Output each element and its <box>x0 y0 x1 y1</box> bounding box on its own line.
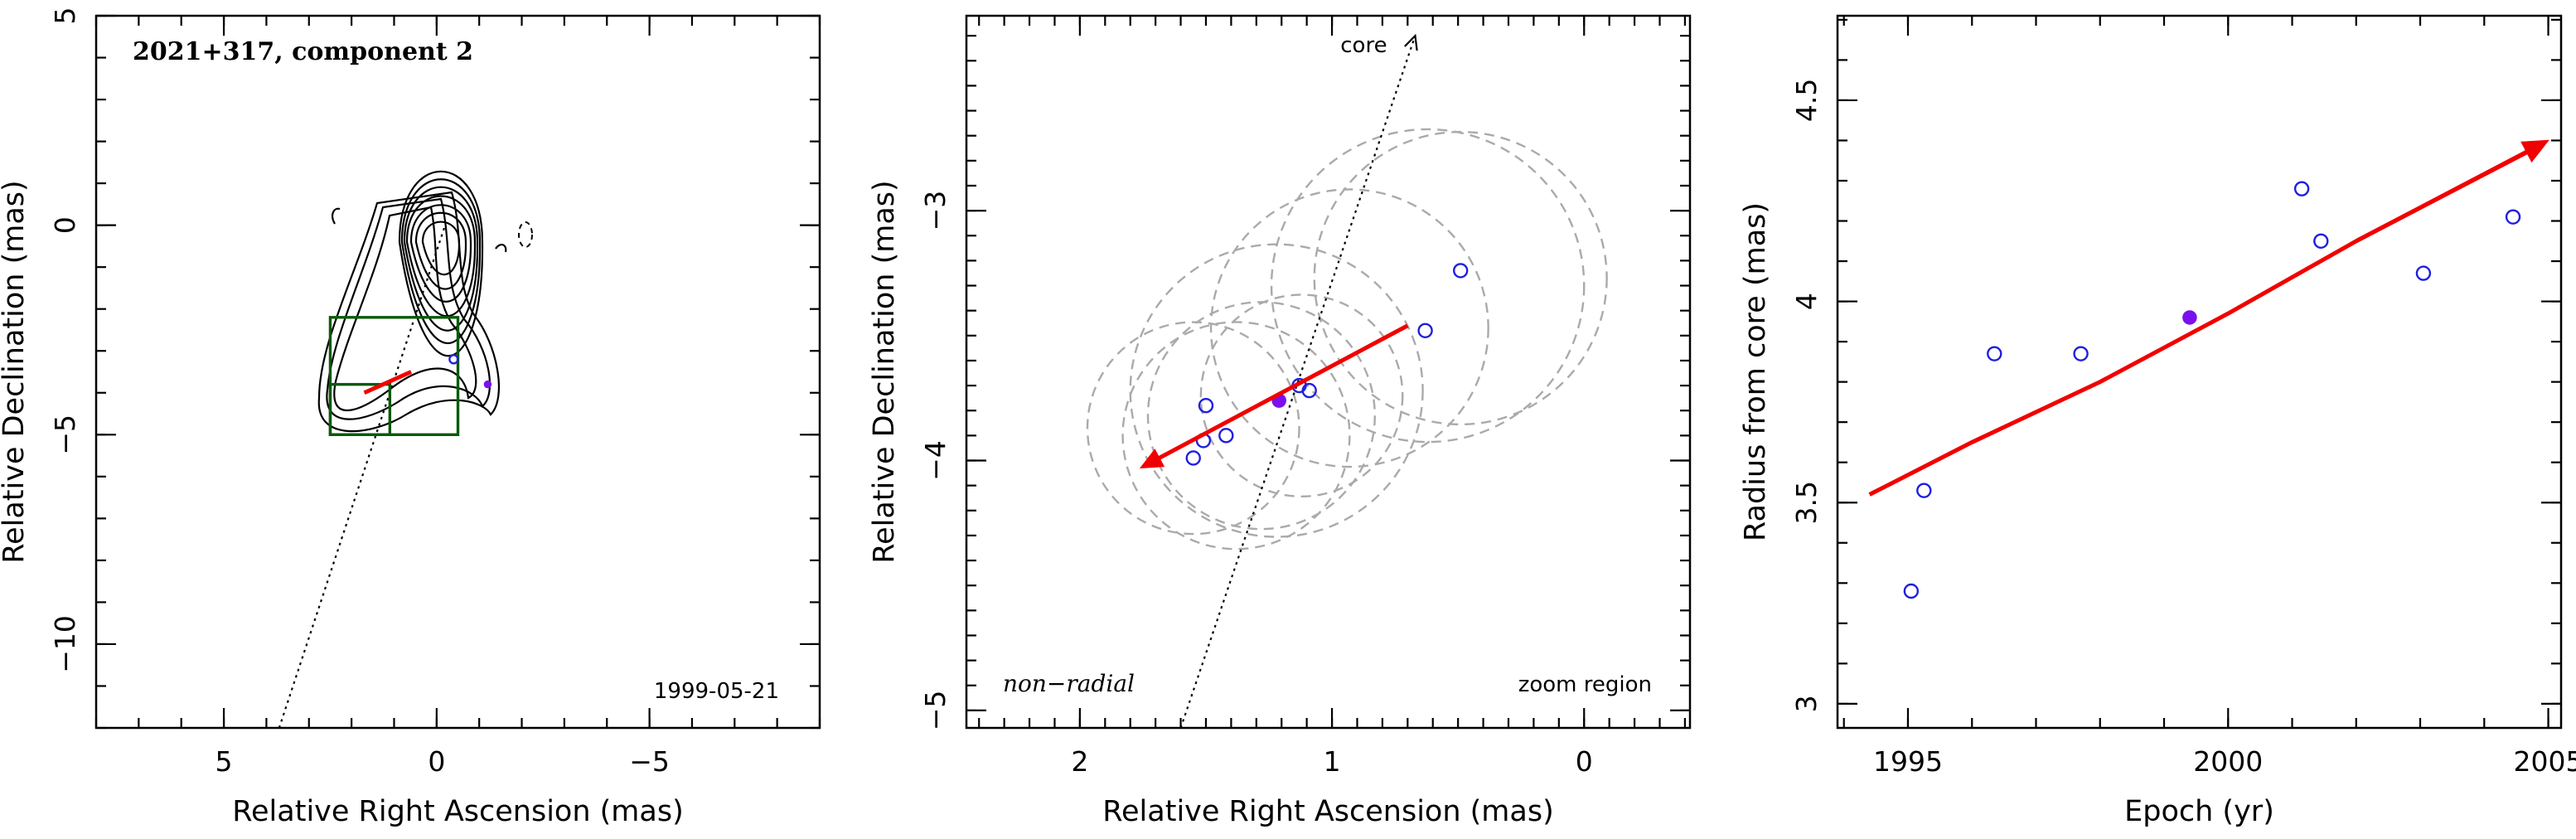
y-tick-label: −4 <box>919 440 951 481</box>
zoom-region-box <box>328 316 460 436</box>
negative-contour <box>518 221 533 248</box>
y-tick-label: −3 <box>919 191 951 231</box>
x-axis-label: Relative Right Ascension (mas) <box>1102 795 1553 828</box>
x-tick-label: 2 <box>1071 745 1088 778</box>
component-position-point <box>1198 397 1214 414</box>
epoch-date: 1999-05-21 <box>654 679 779 704</box>
component-size-circle <box>1270 128 1586 444</box>
panel-map: 5 0 −5 5 0 −5 −10 Relative Right Ascension (mas… <box>0 7 821 828</box>
radius-point <box>1903 583 1920 599</box>
x-tick-label: 0 <box>428 745 445 778</box>
y-tick-label: 5 <box>49 7 81 25</box>
component-point <box>448 354 459 365</box>
core-direction-arrowhead <box>1404 33 1418 51</box>
motion-vector <box>363 370 413 395</box>
x-tick-label: −5 <box>629 745 670 778</box>
x-tick-label: 0 <box>1576 745 1593 778</box>
y-tick-label: −10 <box>49 615 81 673</box>
component-position-point <box>1218 428 1234 444</box>
plot-frame <box>1836 14 2563 730</box>
y-axis-label: Relative Declination (mas) <box>0 180 31 563</box>
y-tick-label: 3 <box>1790 695 1823 712</box>
plot-frame <box>94 14 821 730</box>
fit-curve-arrow-head <box>2520 139 2549 163</box>
radius-point <box>1987 346 2002 361</box>
component-size-circle <box>1121 321 1351 550</box>
contour-level <box>398 170 484 357</box>
component-size-circle <box>1086 321 1300 536</box>
motion-vector-arrow-head <box>1139 449 1165 469</box>
y-axis-label: Radius from core (mas) <box>1739 202 1772 541</box>
contour-level <box>409 204 472 303</box>
x-tick-label: 2005 <box>2514 745 2576 778</box>
fit-curve-arrow <box>2355 149 2528 243</box>
x-tick-label: 2000 <box>2193 745 2263 778</box>
core-label: core <box>1340 33 1387 58</box>
radius-point <box>1916 483 1932 498</box>
y-tick-label: 0 <box>49 216 81 234</box>
motion-vector-arrow <box>1158 323 1409 460</box>
y-tick-label: −5 <box>919 691 951 731</box>
contour-level <box>317 191 501 433</box>
y-axis-label: Relative Declination (mas) <box>868 180 901 563</box>
component-position-point <box>1417 323 1433 338</box>
component-size-circle <box>1209 188 1489 468</box>
contour-level <box>333 206 477 412</box>
jet-axis-line <box>278 225 447 729</box>
contour-level <box>326 197 491 420</box>
component-position-point <box>1301 382 1317 399</box>
component-size-circle <box>1313 130 1608 426</box>
radius-point <box>2505 209 2521 225</box>
contour-level <box>332 207 341 225</box>
panel-zoom: 2 1 0 −3 −4 −5 Relative Right Ascension (mas) R… <box>868 14 1692 828</box>
y-tick-label: 4 <box>1790 293 1823 310</box>
contour-level <box>414 211 467 290</box>
plot-frame <box>965 14 1692 730</box>
radius-point <box>2313 233 2329 249</box>
contour-level <box>495 244 507 253</box>
radius-point <box>2293 181 2310 196</box>
panel-radius-epoch: 1995 2000 2005 3 3.5 4 4.5 Epoch (yr) Radius fro… <box>1739 14 2576 828</box>
x-tick-label: 1 <box>1324 745 1341 778</box>
x-tick-label: 1995 <box>1873 745 1943 778</box>
radius-point <box>2415 265 2432 281</box>
panel-title: 2021+317, component 2 <box>133 37 473 66</box>
zoom-region-label: zoom region <box>1518 672 1652 697</box>
contour-level <box>400 178 482 345</box>
radius-point <box>2073 346 2089 361</box>
y-tick-label: 3.5 <box>1790 481 1823 524</box>
component-point-filled <box>483 380 492 389</box>
component-position-point <box>1185 450 1201 466</box>
non-radial-label: non−radial <box>1003 670 1135 697</box>
x-axis-label: Relative Right Ascension (mas) <box>232 795 683 828</box>
y-tick-label: 4.5 <box>1790 79 1823 122</box>
reference-epoch-point <box>2182 310 2197 325</box>
x-tick-label: 5 <box>215 745 233 778</box>
contour-level <box>421 221 461 276</box>
zoom-region-box <box>328 382 392 436</box>
component-size-circle <box>1199 293 1404 498</box>
component-position-point <box>1452 263 1469 279</box>
x-axis-label: Epoch (yr) <box>2124 795 2274 828</box>
y-tick-label: −5 <box>49 415 81 455</box>
